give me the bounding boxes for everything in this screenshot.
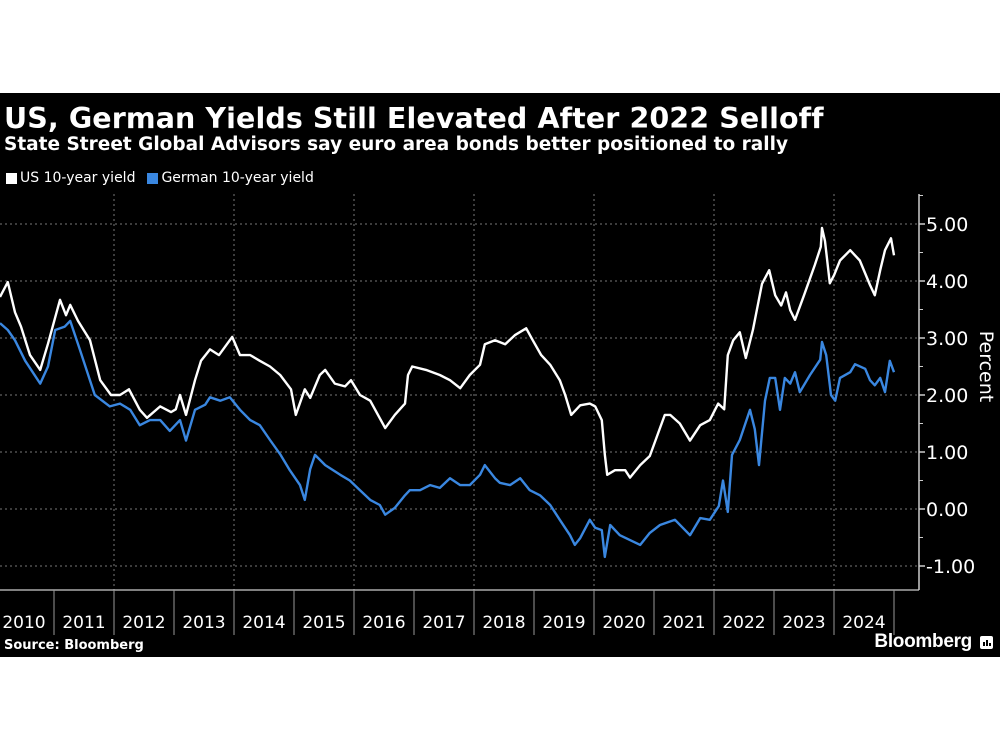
x-tick-label: 2013 <box>182 613 225 633</box>
series-line-us <box>0 226 896 479</box>
x-tick-label: 2022 <box>722 613 765 633</box>
y-tick-label: 4.00 <box>926 271 968 293</box>
x-tick-label: 2016 <box>362 613 405 633</box>
y-tick-label: -1.00 <box>926 556 975 578</box>
y-axis-title: Percent <box>975 331 997 403</box>
x-tick-label: 2019 <box>542 613 585 633</box>
x-tick-label: 2023 <box>782 613 825 633</box>
bloomberg-chart-icon <box>980 636 993 649</box>
y-tick-label: 0.00 <box>926 499 968 521</box>
y-tick-label: 5.00 <box>926 214 968 236</box>
chart-title: US, German Yields Still Elevated After 2… <box>4 102 824 135</box>
chart-panel: US, German Yields Still Elevated After 2… <box>0 93 1000 657</box>
line-chart: -1.00 0.00 1.00 2.00 3.00 4.00 5.00 2010 2011 201… <box>0 194 997 635</box>
x-tick-label: 2021 <box>662 613 705 633</box>
x-tick-label: 2018 <box>482 613 525 633</box>
series-lines <box>0 226 896 559</box>
x-tick-label: 2020 <box>602 613 645 633</box>
legend-item-us: US 10-year yield <box>6 170 135 186</box>
x-tick-label: 2010 <box>2 613 45 633</box>
y-tick-label: 3.00 <box>926 328 968 350</box>
bloomberg-logo: Bloomberg <box>874 631 972 652</box>
series-line-german <box>0 319 896 559</box>
chart-subtitle: State Street Global Advisors say euro ar… <box>4 134 789 155</box>
y-tick-label: 1.00 <box>926 442 968 464</box>
axes <box>0 194 925 635</box>
x-tick-label: 2024 <box>842 613 885 633</box>
x-tick-label: 2012 <box>122 613 165 633</box>
x-tick-label: 2017 <box>422 613 465 633</box>
x-tick-label: 2014 <box>242 613 285 633</box>
gridlines <box>0 194 919 590</box>
source-note: Source: Bloomberg <box>4 638 144 653</box>
x-tick-label: 2015 <box>302 613 345 633</box>
legend-swatch-us <box>6 172 17 184</box>
legend: US 10-year yield German 10-year yield <box>6 170 326 186</box>
legend-swatch-german <box>147 172 159 184</box>
y-tick-label: 2.00 <box>926 385 968 407</box>
tick-labels: -1.00 0.00 1.00 2.00 3.00 4.00 5.00 2010 2011 201… <box>2 214 997 633</box>
legend-item-german: German 10-year yield <box>147 170 314 186</box>
legend-label-us: US 10-year yield <box>20 170 136 186</box>
x-tick-label: 2011 <box>62 613 105 633</box>
legend-label-german: German 10-year yield <box>161 170 314 186</box>
